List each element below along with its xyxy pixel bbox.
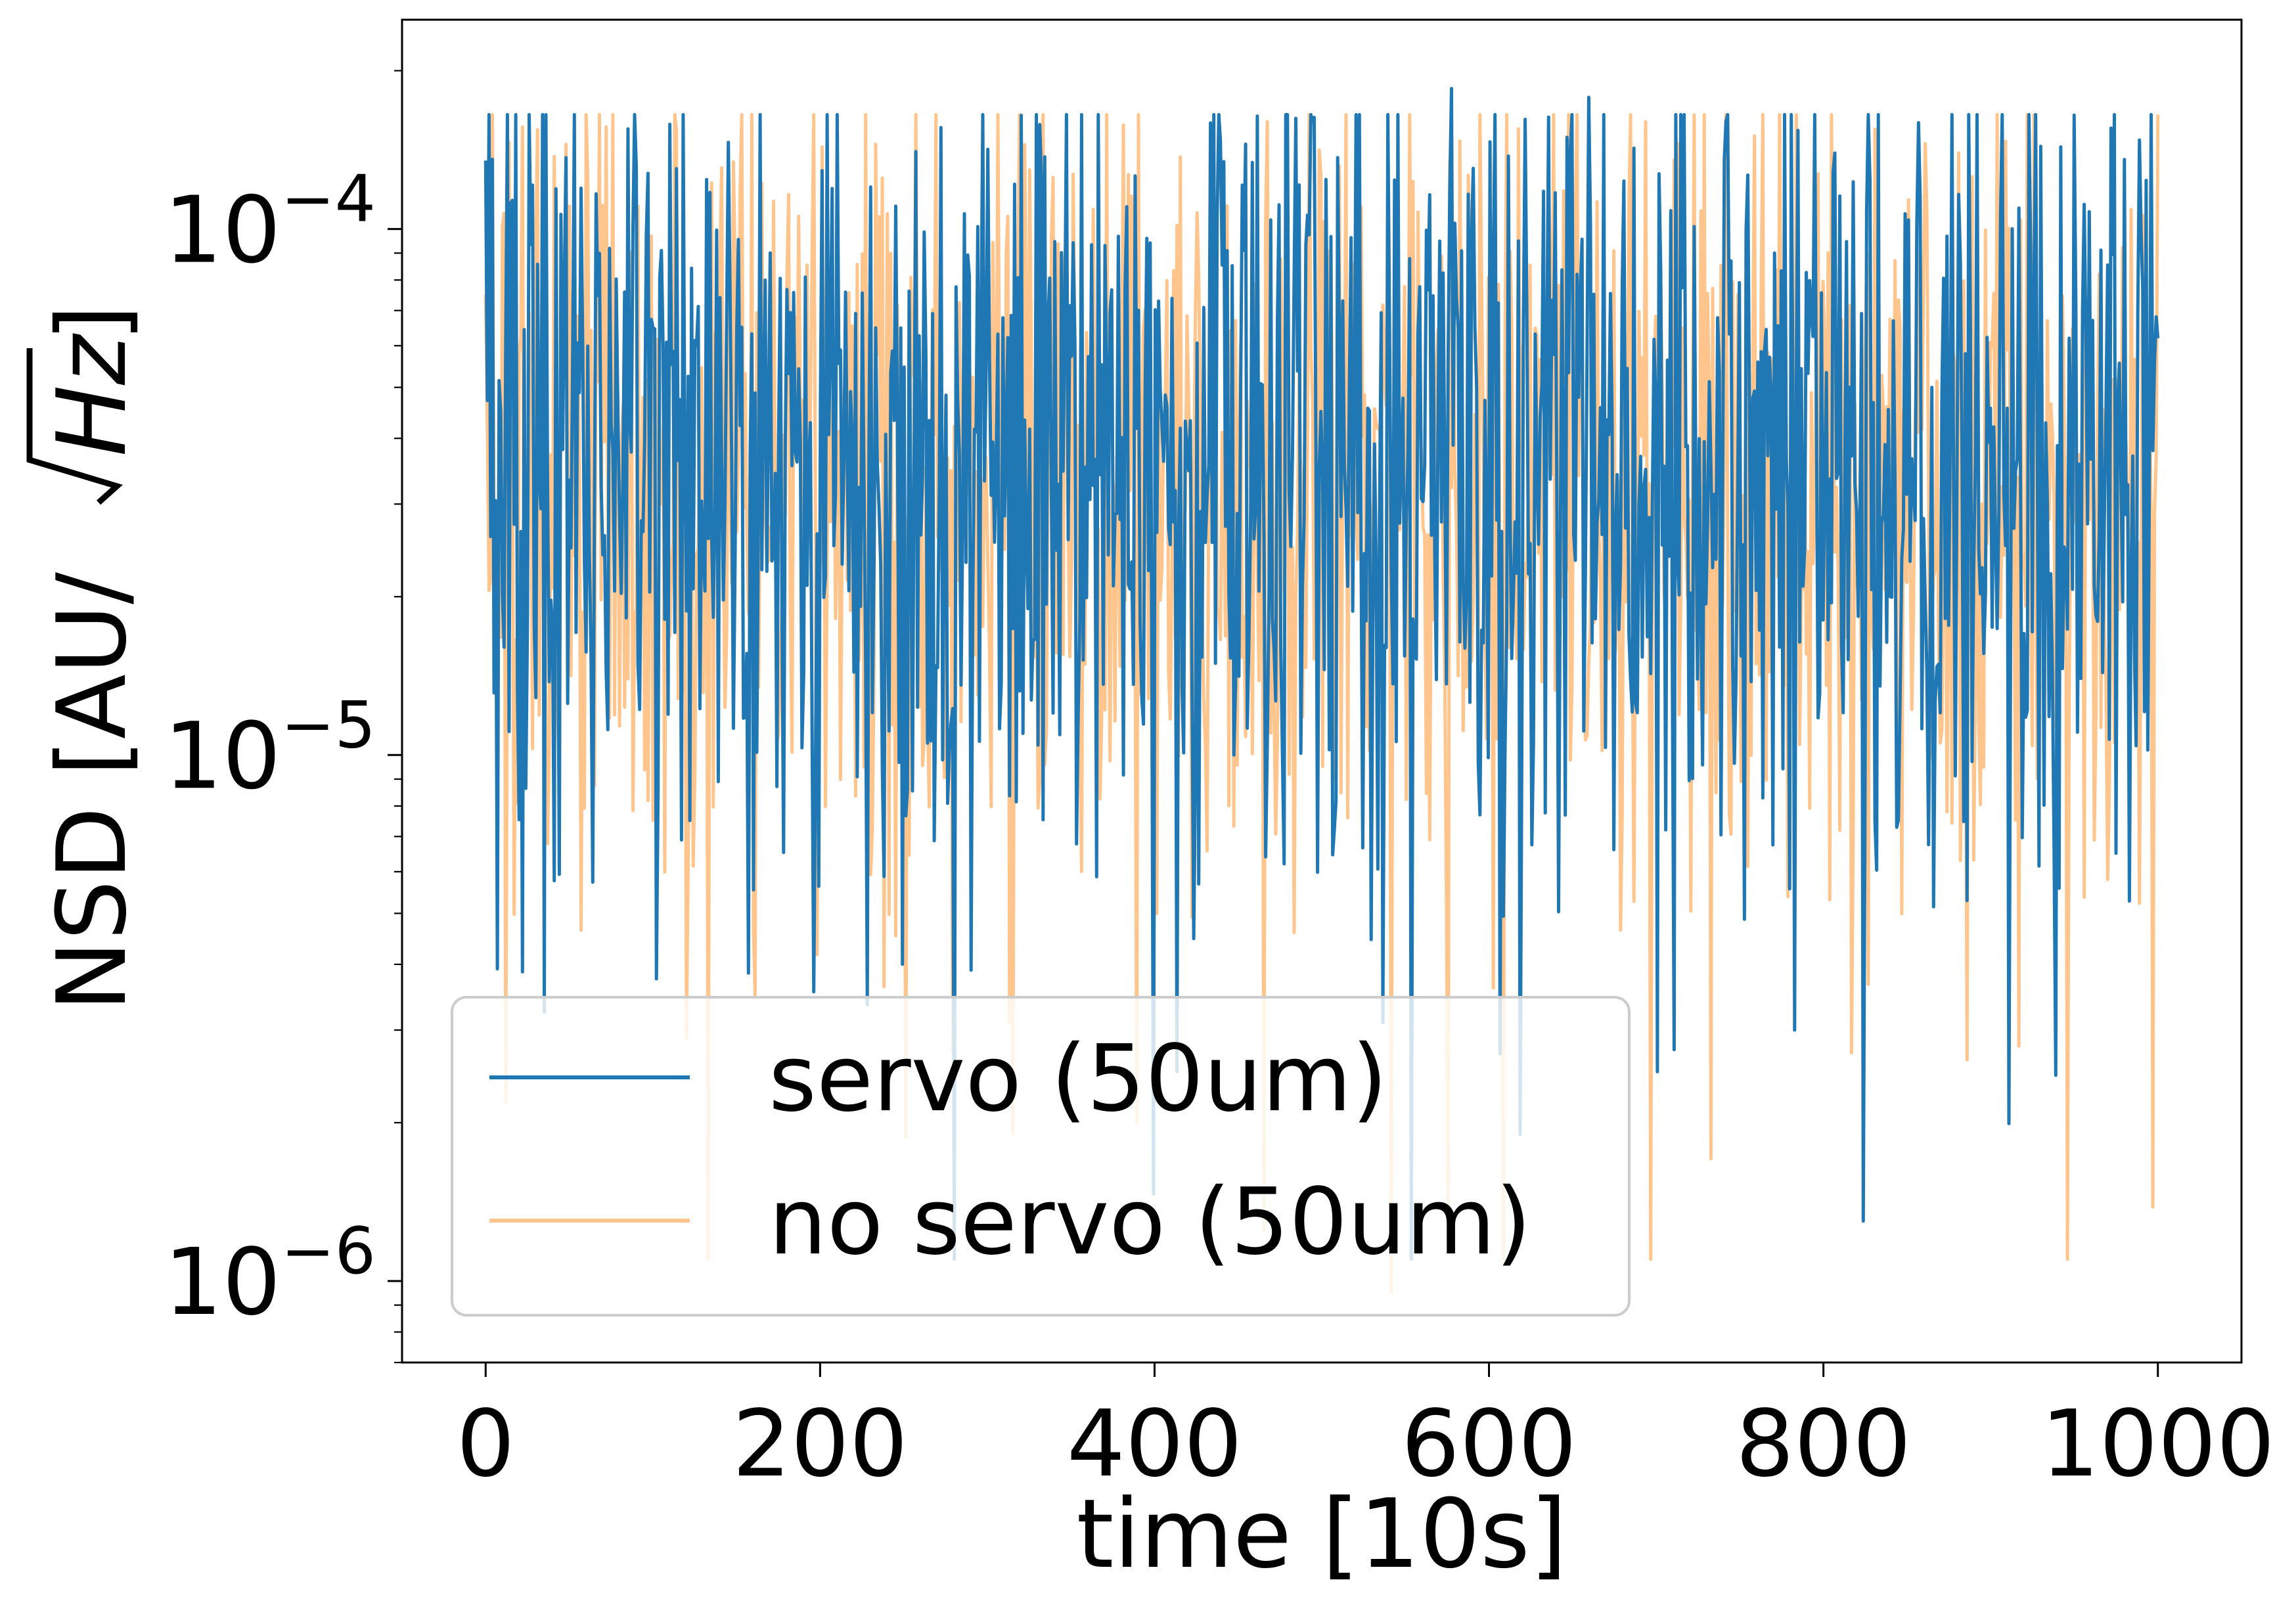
y-axis-title-close: ]: [37, 304, 148, 342]
x-axis-title: time [10s]: [1077, 1479, 1567, 1590]
svg-text:NSD [AU/: NSD [AU/: [37, 572, 148, 1012]
x-tick-label: 600: [1401, 1391, 1577, 1498]
x-tick-label: 800: [1736, 1391, 1911, 1498]
y-tick-label: 10−4: [164, 162, 376, 284]
plot-frame: [401, 18, 2243, 1364]
y-axis-title-sqrt-arg: Hz: [37, 333, 148, 457]
x-tick-label: 0: [457, 1391, 515, 1498]
y-axis-title-sqrt-sign: [26, 348, 123, 505]
series-layer: [484, 87, 2160, 1295]
legend-label-no-servo: no servo (50um): [769, 1169, 1531, 1276]
y-tick-label: 10−6: [164, 1214, 376, 1336]
legend-box: [451, 996, 1631, 1317]
y-axis-title: NSD [AU/ Hz ]: [26, 304, 148, 1012]
legend: servo (50um) no servo (50um): [451, 996, 1631, 1317]
legend-label-servo: servo (50um): [769, 1025, 1387, 1133]
x-tick-label: 1000: [2041, 1391, 2275, 1498]
x-axis: 0 200 400 600 800 1000: [457, 1363, 2275, 1498]
x-tick-label: 400: [1067, 1391, 1242, 1498]
y-tick-label: 10−5: [164, 688, 376, 810]
y-axis-title-main: NSD [AU/: [37, 572, 148, 1012]
series-line-servo: [484, 87, 2160, 1261]
x-tick-label: 200: [732, 1391, 908, 1498]
y-axis: 10−4 10−5 10−6: [164, 70, 402, 1364]
